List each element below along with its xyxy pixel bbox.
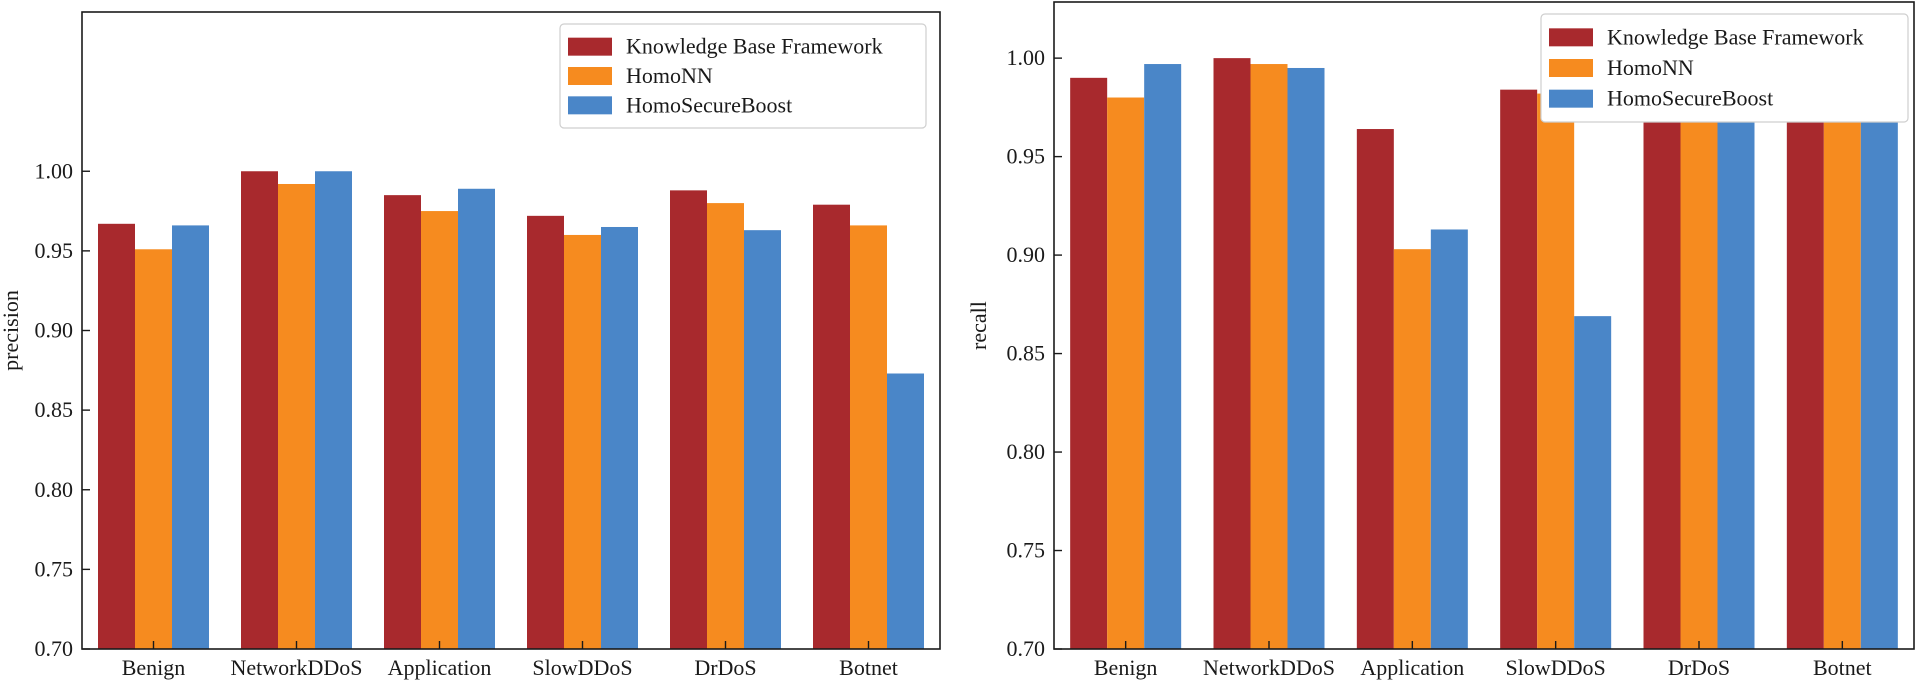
precision-y-tick-label: 0.95 — [35, 238, 74, 263]
recall-bar-botnet-s1 — [1823, 67, 1861, 650]
precision-bar-networkddos-s0 — [241, 171, 278, 649]
precision-y-tick-label: 0.85 — [35, 397, 74, 422]
recall-y-tick-label: 0.80 — [1007, 439, 1046, 464]
recall-x-tick-label: Application — [1360, 655, 1464, 680]
precision-bar-drdos-s0 — [670, 190, 707, 650]
precision-bar-botnet-s0 — [813, 204, 850, 649]
precision-x-tick-label: Application — [388, 655, 492, 680]
precision-legend-box — [559, 23, 927, 129]
precision-bar-drdos-s1 — [707, 203, 744, 649]
precision-legend-label: Knowledge Base Framework — [626, 34, 883, 59]
recall-y-tick-label: 0.90 — [1007, 242, 1046, 267]
recall-legend-label: HomoSecureBoost — [1607, 86, 1773, 111]
precision-y-tick-label: 0.75 — [35, 556, 74, 581]
precision-y-tick-label: 0.80 — [35, 477, 74, 502]
recall-bar-drdos-s1 — [1680, 67, 1718, 650]
precision-bar-application-s0 — [384, 195, 421, 649]
precision-y-axis-label: precision — [0, 290, 23, 371]
precision-y-tick-label: 1.00 — [35, 158, 74, 183]
recall-bar-application-s0 — [1356, 129, 1394, 650]
precision-bar-botnet-s1 — [850, 225, 887, 649]
precision-legend-label: HomoNN — [626, 63, 713, 88]
precision-y-tick-label: 0.70 — [35, 636, 74, 661]
recall-y-tick-label: 1.00 — [1007, 45, 1046, 70]
precision-bar-benign-s2 — [172, 225, 209, 649]
precision-bar-slowddos-s0 — [527, 215, 564, 649]
recall-legend-label: HomoNN — [1607, 55, 1694, 80]
recall-legend-swatch — [1549, 89, 1593, 108]
recall-bar-slowddos-s0 — [1500, 89, 1538, 649]
precision-bar-drdos-s2 — [744, 230, 781, 650]
precision-bar-slowddos-s2 — [601, 226, 638, 650]
recall-bar-application-s2 — [1430, 229, 1468, 650]
precision-bar-application-s2 — [458, 188, 495, 649]
precision-legend-swatch — [568, 37, 612, 56]
recall-chart-panel: 0.70 0.75 0.80 0.85 0.90 0.95 1.00 Benign Networ… — [966, 1, 1915, 680]
recall-bar-networkddos-s2 — [1287, 67, 1325, 650]
recall-legend-box — [1540, 13, 1909, 123]
precision-bar-benign-s1 — [135, 249, 172, 649]
recall-bar-slowddos-s1 — [1537, 93, 1575, 649]
precision-y-tick-label: 0.90 — [35, 318, 74, 343]
precision-legend: Knowledge Base Framework HomoNN HomoSecure… — [559, 23, 927, 129]
recall-bar-benign-s2 — [1144, 64, 1182, 650]
recall-legend-label: Knowledge Base Framework — [1607, 24, 1864, 49]
recall-bar-benign-s1 — [1107, 97, 1145, 649]
precision-x-tick-label: DrDoS — [694, 655, 756, 680]
precision-x-tick-label: SlowDDoS — [532, 655, 632, 680]
precision-bar-networkddos-s1 — [278, 183, 315, 650]
recall-bar-application-s1 — [1393, 249, 1431, 649]
precision-bar-application-s1 — [421, 211, 458, 649]
recall-legend-swatch — [1549, 28, 1593, 47]
recall-x-tick-label: SlowDDoS — [1506, 655, 1606, 680]
precision-legend-swatch — [568, 67, 612, 85]
precision-bar-slowddos-s1 — [564, 234, 601, 649]
recall-legend-swatch — [1549, 59, 1593, 77]
recall-y-tick-label: 0.75 — [1007, 538, 1046, 563]
recall-plot-frame — [1053, 1, 1915, 650]
recall-x-tick-label: Botnet — [1813, 655, 1872, 680]
precision-legend-swatch — [568, 96, 612, 115]
recall-bar-benign-s0 — [1070, 77, 1108, 649]
precision-bar-botnet-s2 — [887, 373, 924, 649]
recall-bar-slowddos-s2 — [1574, 316, 1612, 649]
precision-x-tick-label: Benign — [122, 655, 186, 680]
recall-y-tick-label: 0.85 — [1007, 341, 1046, 366]
recall-bar-drdos-s0 — [1643, 58, 1681, 649]
recall-legend: Knowledge Base Framework HomoNN HomoSecure… — [1540, 13, 1909, 123]
recall-y-tick-label: 0.95 — [1007, 144, 1046, 169]
recall-y-axis-label: recall — [966, 301, 991, 350]
precision-x-tick-label: Botnet — [839, 655, 898, 680]
recall-x-tick-label: NetworkDDoS — [1203, 655, 1335, 680]
precision-x-tick-label: NetworkDDoS — [231, 655, 363, 680]
recall-bar-botnet-s2 — [1860, 73, 1898, 649]
recall-x-tick-label: Benign — [1094, 655, 1158, 680]
recall-bar-drdos-s2 — [1717, 64, 1755, 650]
recall-bar-botnet-s0 — [1786, 58, 1824, 649]
precision-bar-benign-s0 — [98, 223, 135, 650]
precision-chart-panel: 0.70 0.75 0.80 0.85 0.90 0.95 1.00 Benign Networ… — [0, 11, 941, 680]
recall-bar-networkddos-s0 — [1213, 58, 1251, 649]
precision-bar-networkddos-s2 — [315, 171, 352, 649]
recall-y-tick-label: 0.70 — [1007, 636, 1046, 661]
precision-legend-label: HomoSecureBoost — [626, 92, 792, 117]
recall-bar-networkddos-s1 — [1250, 64, 1288, 650]
recall-x-tick-label: DrDoS — [1668, 655, 1730, 680]
